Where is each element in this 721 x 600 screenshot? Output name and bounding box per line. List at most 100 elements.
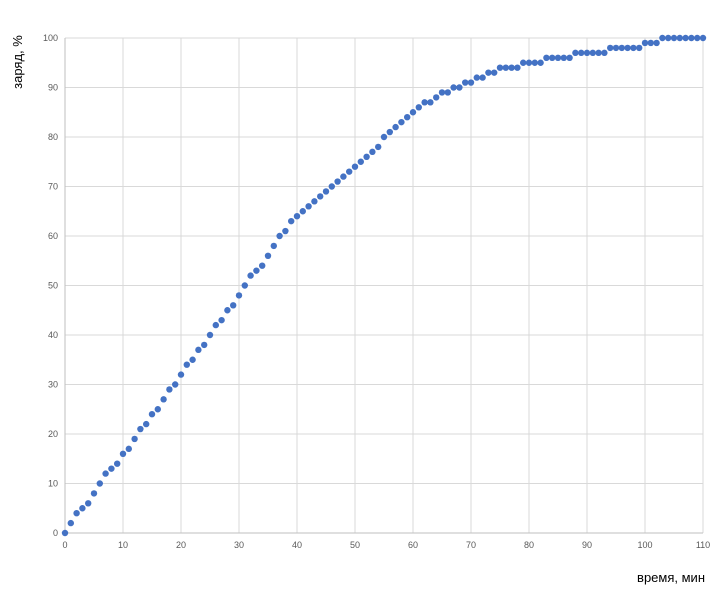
data-point — [479, 74, 486, 81]
x-tick-label: 80 — [524, 540, 534, 550]
data-point — [409, 109, 417, 116]
data-point — [328, 183, 335, 190]
data-point — [433, 94, 440, 101]
x-tick-label: 30 — [234, 540, 244, 550]
data-point — [189, 356, 196, 363]
data-point — [90, 490, 98, 497]
data-point — [177, 371, 185, 378]
data-point — [421, 99, 428, 106]
data-point — [264, 252, 272, 259]
data-point — [195, 346, 202, 354]
data-point — [299, 208, 306, 215]
y-tick-label: 70 — [48, 182, 58, 192]
gridlines — [64, 37, 704, 534]
data-point — [647, 39, 654, 47]
data-point — [688, 34, 695, 42]
x-tick-label: 0 — [62, 540, 67, 550]
data-point — [317, 193, 324, 200]
x-tick-label: 60 — [408, 540, 418, 550]
data-point — [508, 64, 515, 71]
data-point — [224, 307, 231, 314]
data-point — [636, 44, 643, 52]
data-point — [607, 44, 614, 52]
data-point — [183, 361, 190, 368]
data-point — [311, 198, 318, 205]
data-point — [375, 143, 382, 151]
y-tick-label: 10 — [48, 479, 58, 489]
data-point — [212, 321, 219, 329]
data-point — [334, 178, 341, 185]
data-point — [427, 99, 434, 106]
data-point — [282, 227, 289, 235]
y-tick-label: 20 — [48, 429, 58, 439]
data-point — [386, 128, 393, 136]
data-point — [119, 450, 127, 457]
data-point — [578, 49, 585, 57]
data-point — [288, 217, 295, 225]
y-tick-label: 60 — [48, 231, 58, 241]
data-point — [467, 79, 475, 86]
data-point — [322, 188, 330, 195]
data-point — [450, 84, 457, 91]
data-point — [612, 44, 620, 52]
y-axis-label: заряд, % — [10, 35, 25, 89]
data-point — [143, 420, 150, 428]
data-point — [253, 267, 260, 274]
x-tick-label: 10 — [118, 540, 128, 550]
data-point — [160, 396, 167, 403]
data-point — [305, 203, 312, 210]
data-point — [230, 302, 237, 309]
x-axis-label: время, мин — [637, 570, 705, 585]
x-tick-label: 50 — [350, 540, 360, 550]
data-point — [61, 529, 69, 537]
data-point — [560, 54, 567, 61]
data-point — [206, 331, 214, 339]
y-tick-label: 40 — [48, 330, 58, 340]
data-point — [363, 153, 370, 160]
data-point — [85, 500, 92, 507]
data-point — [676, 34, 683, 42]
data-point — [572, 49, 579, 57]
data-point — [462, 79, 469, 86]
data-point — [502, 64, 509, 71]
data-point — [166, 386, 173, 393]
data-point — [525, 59, 533, 66]
data-point — [351, 163, 359, 170]
data-point — [496, 64, 504, 71]
data-point — [67, 519, 75, 527]
data-point — [131, 435, 138, 443]
data-point — [595, 49, 602, 57]
x-tick-label: 90 — [582, 540, 592, 550]
data-point — [270, 242, 277, 250]
data-point — [583, 49, 591, 57]
data-point — [670, 34, 678, 42]
data-point — [473, 74, 480, 81]
y-tick-label: 50 — [48, 281, 58, 291]
data-point — [154, 406, 161, 413]
data-point — [241, 282, 248, 289]
data-point — [589, 49, 596, 57]
data-point — [438, 89, 446, 96]
x-tick-label: 40 — [292, 540, 302, 550]
data-point — [102, 470, 109, 477]
data-point — [653, 39, 660, 47]
data-point — [641, 39, 649, 47]
data-point — [293, 213, 301, 220]
data-point — [108, 465, 115, 472]
x-tick-label: 70 — [466, 540, 476, 550]
data-point — [276, 232, 283, 240]
data-point — [247, 272, 254, 279]
data-point — [398, 118, 405, 126]
data-point — [694, 34, 701, 42]
data-point — [543, 54, 550, 61]
data-point — [549, 54, 556, 61]
data-points — [61, 34, 707, 537]
y-tick-label: 90 — [48, 83, 58, 93]
data-point — [520, 59, 527, 66]
data-point — [137, 425, 144, 433]
data-point — [618, 44, 625, 52]
data-point — [415, 104, 422, 111]
data-point — [665, 34, 672, 42]
data-point — [485, 69, 492, 76]
